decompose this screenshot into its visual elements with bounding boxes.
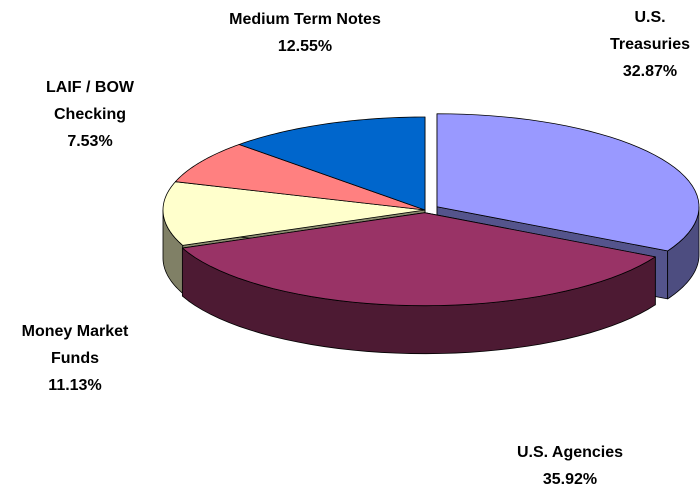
category-label: Money Market Funds [21,323,129,367]
slice-label: Money Market Funds 11.13% [5,318,145,399]
slice-label: LAIF / BOW Checking 7.53% [30,74,150,155]
value-label: 32.87% [622,63,678,80]
category-label: U.S. Treasuries [609,9,691,53]
category-label: U.S. Agencies [516,444,624,461]
slice [238,116,426,211]
category-label: LAIF / BOW Checking [46,79,134,123]
slice [436,113,700,252]
slice-label: Medium Term Notes 12.55% [200,6,410,60]
value-label: 12.55% [277,38,333,55]
value-label: 11.13% [48,377,102,394]
category-label: Medium Term Notes [229,11,381,28]
slice [162,181,426,246]
slice-label: U.S. Agencies 35.92% [505,439,635,493]
value-label: 35.92% [542,471,598,488]
slice [175,144,426,211]
slice-label: U.S. Treasuries 32.87% [600,4,700,85]
value-label: 7.53% [67,133,113,150]
slice [181,212,656,307]
